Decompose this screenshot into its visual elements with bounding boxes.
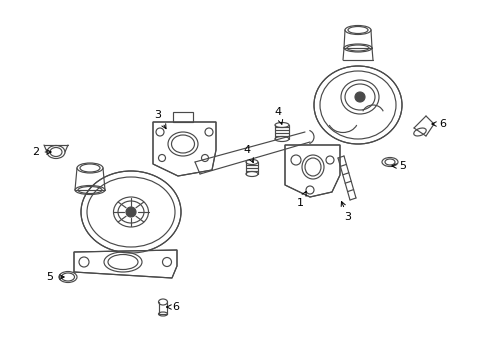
Ellipse shape [81, 171, 181, 253]
Circle shape [355, 92, 365, 102]
Polygon shape [153, 122, 216, 176]
Text: 3: 3 [154, 110, 166, 129]
Text: 4: 4 [274, 107, 283, 124]
Text: 6: 6 [432, 119, 446, 129]
Text: 3: 3 [341, 202, 351, 222]
Text: 2: 2 [32, 147, 51, 157]
Text: 1: 1 [296, 192, 306, 208]
Text: 6: 6 [167, 302, 179, 312]
Polygon shape [285, 145, 340, 197]
Circle shape [126, 207, 136, 217]
Text: 5: 5 [392, 161, 407, 171]
Text: 5: 5 [47, 272, 64, 282]
Polygon shape [74, 250, 177, 278]
Text: 4: 4 [244, 145, 253, 163]
Ellipse shape [314, 66, 402, 144]
